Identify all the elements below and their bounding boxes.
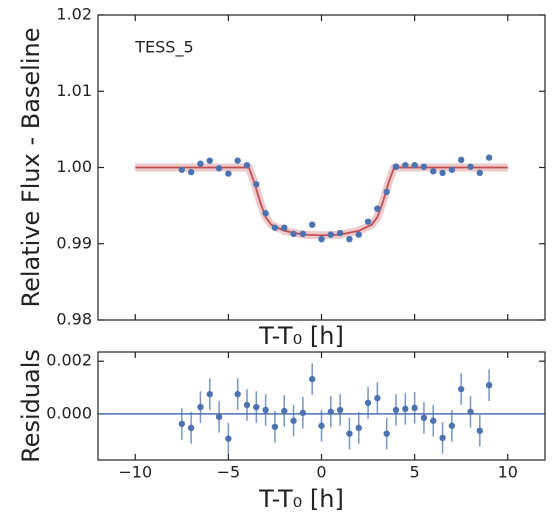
data-point [290,417,297,424]
data-point [355,231,362,238]
model-line [135,166,508,237]
data-point [336,406,344,414]
data-point [234,157,241,164]
data-point [215,165,223,172]
data-point [308,375,316,383]
data-point [402,405,409,413]
data-point [243,401,251,409]
data-point [448,422,456,429]
data-point [402,162,409,169]
data-point [225,170,232,177]
data-point [243,162,251,169]
data-point [299,409,307,417]
x-axis-label: T-T₀ [h] [258,485,344,513]
y-tick-label: 0.98 [56,310,92,329]
axes-frame [97,351,546,461]
data-point [253,181,260,188]
data-point [383,188,390,196]
data-point [430,417,437,424]
y-tick-label: 0.002 [46,351,92,370]
data-point [364,399,372,407]
data-point [281,407,288,415]
data-point [346,235,353,243]
x-tick-label: 10 [498,463,518,482]
data-point [336,229,344,237]
axes-frame [97,14,546,321]
x-tick-label: 0 [316,463,326,482]
y-tick-label: 1.01 [56,81,92,100]
data-point [318,235,325,243]
y-tick-label: 1.02 [56,5,92,24]
data-point [178,166,186,173]
data-point [262,406,269,414]
data-point [430,168,437,175]
data-point [271,224,279,231]
y-axis-label: Relative Flux - Baseline [17,28,45,308]
data-point [476,169,484,177]
data-point [485,154,493,161]
data-point [355,424,362,432]
data-point [374,205,381,212]
data-point [392,406,400,414]
data-point [457,385,465,393]
data-point [327,408,335,415]
data-point [206,390,213,398]
data-point [374,394,381,402]
data-point [299,230,307,238]
data-point [308,221,316,228]
data-point [467,163,474,170]
data-point [290,230,297,238]
y-axis-label: Residuals [17,349,45,463]
data-point [420,163,428,170]
x-tick-label: −5 [217,463,241,482]
data-point [420,414,428,422]
data-point [485,381,493,389]
x-tick-label: −10 [118,463,152,482]
data-point [457,156,465,164]
data-point [253,403,260,411]
annotation: TESS_5 [134,38,193,58]
data-point [439,434,446,442]
x-tick-label: 5 [410,463,420,482]
data-point [206,157,213,164]
data-point [225,435,232,442]
y-tick-label: 1.00 [56,157,92,176]
data-point [439,169,446,177]
y-tick-label: 0.000 [46,403,92,422]
data-point [197,403,204,411]
data-point [234,390,241,398]
data-point [467,408,474,415]
data-point [178,420,186,428]
data-point [197,160,204,167]
data-point [411,162,418,169]
data-point [215,413,223,420]
data-point [281,224,288,231]
data-point [364,218,372,225]
data-point [262,210,269,217]
data-point [271,423,279,431]
data-point [187,424,195,432]
model-band [135,163,508,240]
data-point [392,163,400,170]
data-point [346,430,353,437]
data-point [383,430,390,437]
data-point [411,404,418,412]
data-point [448,166,456,173]
data-point [476,427,484,434]
y-tick-label: 0.99 [56,233,92,252]
data-point [327,231,335,238]
x-axis-label: T-T₀ [h] [258,322,344,350]
data-point [318,422,325,429]
data-point [187,168,195,176]
